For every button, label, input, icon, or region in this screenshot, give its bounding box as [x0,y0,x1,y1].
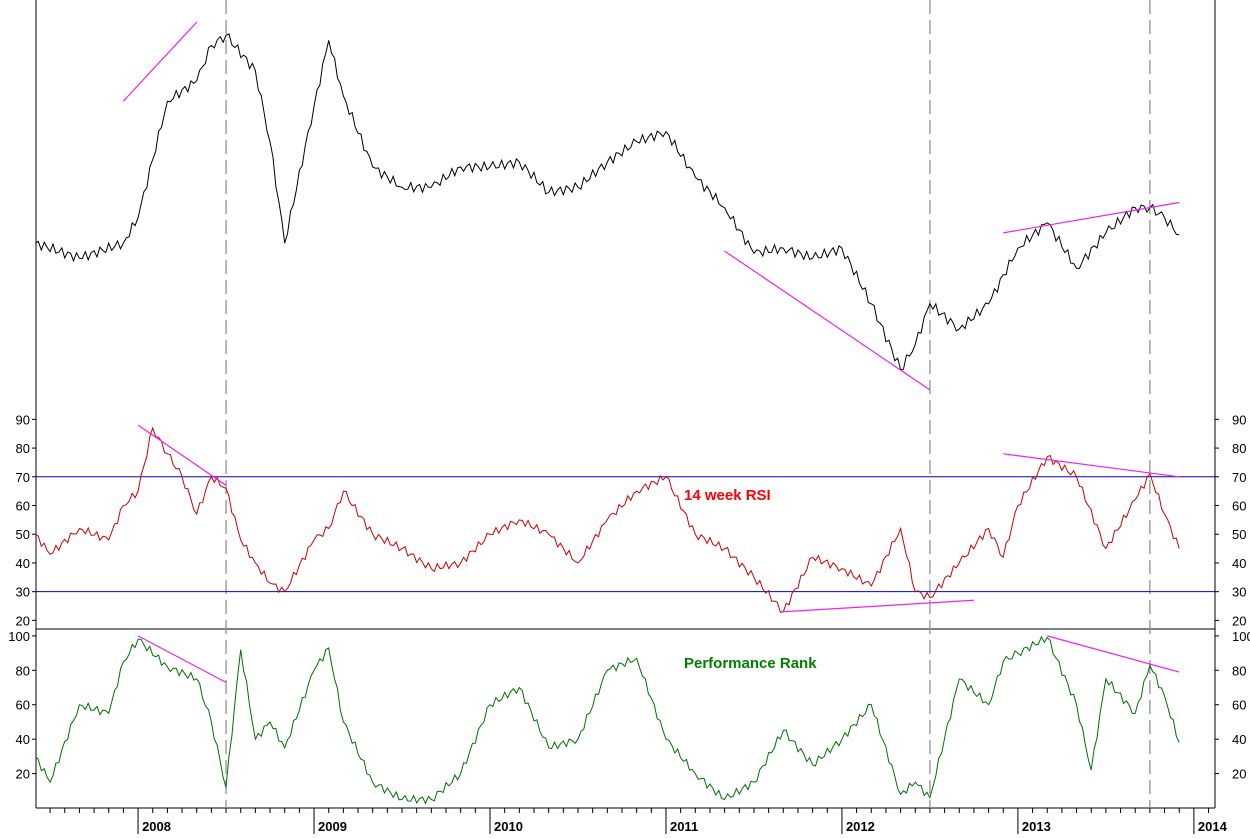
price-trendline-1 [724,250,931,391]
x-year-label-2014: 2014 [1198,819,1228,834]
price-trendline-2 [1003,201,1180,234]
y-tick-label-right-20: 20 [1232,613,1246,628]
y-tick-label-left-60: 60 [16,499,30,514]
panel-price [35,21,1180,391]
x-year-label-2011: 2011 [670,819,698,834]
performance_rank-trendline-0 [137,635,227,683]
price-trendline-0 [122,21,198,102]
y-tick-label-right-60: 60 [1232,499,1246,514]
x-year-label-2008: 2008 [142,819,171,834]
y-tick-label-left-20: 20 [16,613,30,628]
y-tick-label-left-90: 90 [16,412,30,427]
panel-performance_rank: 20 20 40 40 60 60 80 80 100 100 Performance Rank [8,629,1250,805]
performance_rank-trendline-1 [1047,635,1180,673]
y-tick-label-left-70: 70 [16,470,30,485]
x-year-label-2013: 2013 [1022,819,1051,834]
y-tick-label-right-100: 100 [1232,629,1250,644]
y-tick-label-left-20: 20 [16,767,30,782]
y-tick-label-right-40: 40 [1232,556,1246,571]
price-series-line [35,33,1180,371]
y-tick-label-left-60: 60 [16,698,30,713]
y-tick-label-left-50: 50 [16,527,30,542]
y-tick-label-right-40: 40 [1232,732,1246,747]
y-tick-label-left-100: 100 [8,629,30,644]
y-tick-label-left-80: 80 [16,663,30,678]
rsi-trendline-0 [137,424,227,486]
y-tick-label-right-20: 20 [1232,767,1246,782]
y-tick-label-right-80: 80 [1232,441,1246,456]
x-year-label-2009: 2009 [318,819,347,834]
y-tick-label-right-80: 80 [1232,663,1246,678]
rsi-title: 14 week RSI [684,487,771,504]
y-tick-label-right-70: 70 [1232,470,1246,485]
y-tick-label-left-40: 40 [16,556,30,571]
y-tick-label-left-30: 30 [16,585,30,600]
y-tick-label-right-60: 60 [1232,698,1246,713]
x-year-label-2012: 2012 [846,819,875,834]
performance_rank-series-line [35,635,1180,805]
rsi-series-line [35,426,1180,613]
y-tick-label-left-40: 40 [16,732,30,747]
x-year-label-2010: 2010 [494,819,523,834]
y-tick-label-left-80: 80 [16,441,30,456]
y-tick-label-right-30: 30 [1232,585,1246,600]
panel-rsi: 20 20 30 30 40 40 50 50 60 60 70 70 80 80 90 90 14 week … [16,412,1247,628]
y-tick-label-right-90: 90 [1232,412,1246,427]
rsi-trendline-1 [783,599,974,613]
performance_rank-title: Performance Rank [684,655,817,672]
rsi-trendline-2 [1003,453,1180,478]
y-tick-label-right-50: 50 [1232,527,1246,542]
